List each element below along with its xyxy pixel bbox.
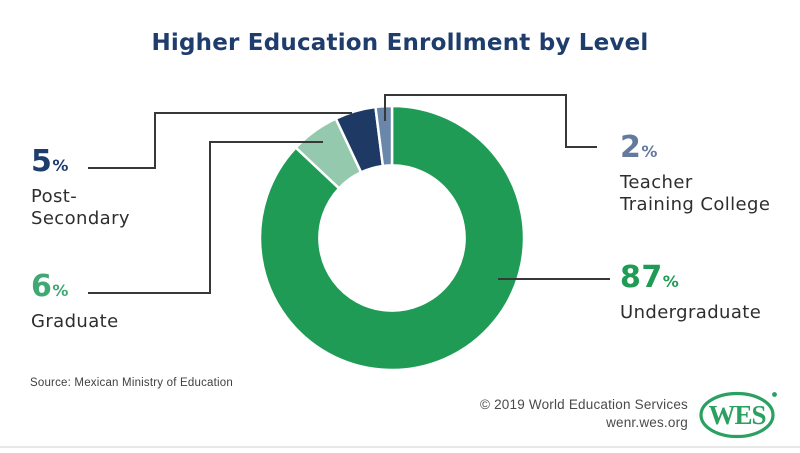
wes-logo-trademark-dot: [772, 392, 777, 397]
donut-segment-undergraduate: [258, 104, 526, 372]
callout-label: Teacher Training College: [620, 172, 771, 215]
percent-sign: %: [52, 156, 69, 175]
callout-label: Graduate: [31, 311, 119, 332]
leader-line-graduate: [88, 141, 323, 294]
wes-logo-text: WES: [708, 400, 765, 430]
callout-teacher-training: 2% Teacher Training College: [620, 133, 770, 216]
percent-sign: %: [662, 272, 679, 291]
callout-label: Undergraduate: [620, 302, 762, 323]
callout-undergraduate: 87% Undergraduate: [620, 263, 761, 324]
callout-value: 87%: [620, 263, 761, 293]
leader-lines: [88, 94, 610, 294]
wes-logo-oval: [699, 391, 775, 439]
callout-label: Post- Secondary: [31, 186, 130, 229]
bottom-divider: [0, 446, 800, 448]
leader-line-teacher-training: [384, 94, 597, 148]
callout-graduate: 6% Graduate: [31, 272, 119, 333]
wes-logo: WES: [699, 391, 777, 439]
percent-value: 6: [31, 269, 53, 304]
percent-sign: %: [641, 142, 658, 161]
source-note: Source: Mexican Ministry of Education: [30, 377, 233, 389]
leader-line-post-secondary: [88, 112, 352, 169]
callout-value: 5%: [31, 147, 130, 177]
callout-value: 6%: [31, 272, 119, 302]
callout-post-secondary: 5% Post- Secondary: [31, 147, 130, 230]
percent-value: 5: [31, 144, 53, 179]
callout-value: 2%: [620, 133, 770, 163]
percent-value: 87: [620, 260, 663, 295]
copyright-text: © 2019 World Education Services: [479, 397, 688, 412]
percent-sign: %: [52, 281, 69, 300]
donut-segment-teacher-training-college: [374, 104, 394, 168]
donut-chart: [258, 104, 526, 372]
website-text: wenr.wes.org: [606, 414, 688, 430]
credit-block: © 2019 World Education Services wenr.wes…: [480, 396, 688, 432]
percent-value: 2: [620, 130, 642, 165]
page-title: Higher Education Enrollment by Level: [151, 30, 649, 56]
